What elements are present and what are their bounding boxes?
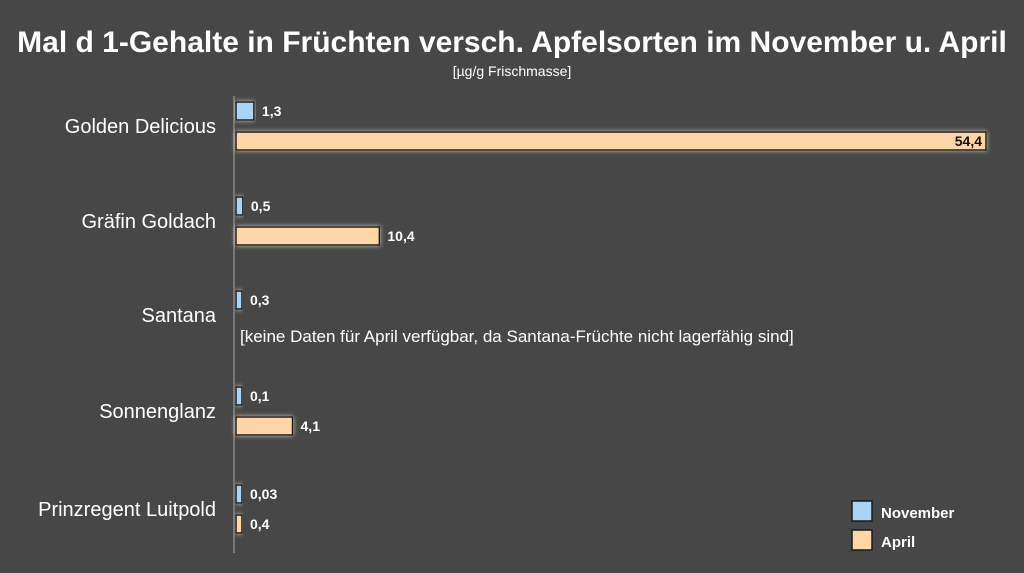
bar-april-prinzregent-luitpold (235, 514, 243, 534)
legend: November April (851, 500, 955, 551)
category-label-grafin-goldach: Gräfin Goldach (81, 211, 216, 233)
legend-swatch-april (851, 529, 873, 551)
category-label-golden-delicious: Golden Delicious (65, 116, 216, 138)
value-label-november-golden-delicious: 1,3 (262, 103, 282, 119)
chart-title: Mal d 1-Gehalte in Früchten versch. Apfe… (17, 26, 1007, 59)
bar-november-sonnenglanz (235, 386, 243, 406)
bar-november-santana (235, 290, 243, 310)
category-label-prinzregent-luitpold: Prinzregent Luitpold (38, 499, 216, 521)
bar-april-sonnenglanz (235, 416, 294, 436)
category-label-sonnenglanz: Sonnenglanz (99, 401, 216, 423)
bars-group: 1,3 54,4 0,5 10,4 0,3 0,1 4,1 0,03 0,4 (235, 101, 987, 534)
category-labels: Golden Delicious Gräfin Goldach Santana Son… (38, 116, 217, 521)
bar-april-grafin-goldach (235, 226, 381, 246)
chart-subtitle: [µg/g Frischmasse] (453, 63, 572, 79)
category-label-santana: Santana (141, 305, 216, 327)
value-label-november-sonnenglanz: 0,1 (250, 388, 270, 404)
legend-swatch-november (851, 500, 873, 522)
bar-november-prinzregent-luitpold (235, 484, 243, 504)
legend-label-november: November (881, 505, 955, 522)
legend-label-april: April (881, 534, 915, 551)
value-label-november-grafin-goldach: 0,5 (251, 198, 271, 214)
value-label-november-santana: 0,3 (250, 292, 270, 308)
bar-november-golden-delicious (235, 101, 255, 121)
santana-annotation: [keine Daten für April verfügbar, da San… (240, 327, 794, 346)
value-label-april-grafin-goldach: 10,4 (387, 228, 414, 244)
bar-november-grafin-goldach (235, 196, 244, 216)
value-label-april-golden-delicious: 54,4 (955, 133, 982, 149)
value-label-november-prinzregent-luitpold: 0,03 (250, 486, 277, 502)
value-label-april-sonnenglanz: 4,1 (301, 418, 321, 434)
bar-april-golden-delicious (235, 131, 987, 151)
value-label-april-prinzregent-luitpold: 0,4 (250, 516, 270, 532)
